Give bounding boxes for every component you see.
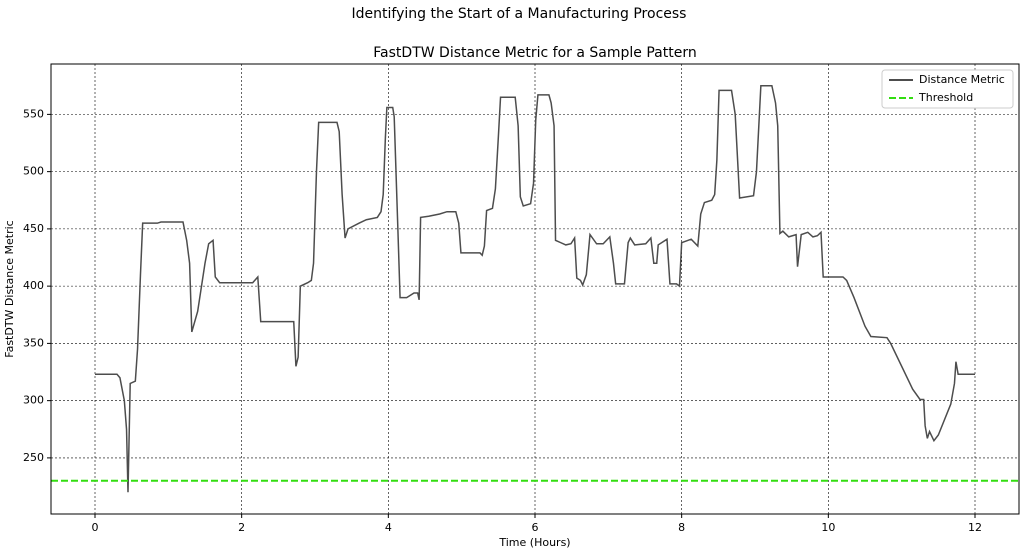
chart-title: FastDTW Distance Metric for a Sample Pat… bbox=[373, 45, 696, 61]
x-tick-label: 2 bbox=[238, 521, 245, 534]
y-tick-label: 250 bbox=[23, 451, 44, 464]
y-tick-label: 450 bbox=[23, 222, 44, 235]
x-tick-label: 12 bbox=[968, 521, 982, 534]
plot-frame bbox=[50, 63, 1020, 515]
y-tick-label: 400 bbox=[23, 279, 44, 292]
y-axis-label: FastDTW Distance Metric bbox=[3, 220, 16, 357]
legend-box bbox=[881, 69, 1014, 109]
x-tick-label: 10 bbox=[821, 521, 835, 534]
x-tick-label: 4 bbox=[385, 521, 392, 534]
suptitle: Identifying the Start of a Manufacturing… bbox=[352, 6, 687, 22]
data-line bbox=[95, 85, 975, 493]
y-tick-label: 300 bbox=[23, 394, 44, 407]
y-tick-label: 550 bbox=[23, 107, 44, 120]
legend-label: Threshold bbox=[918, 91, 973, 104]
x-tick-label: 8 bbox=[678, 521, 685, 534]
y-tick-label: 500 bbox=[23, 165, 44, 178]
legend-label: Distance Metric bbox=[919, 73, 1005, 86]
y-tick-label: 350 bbox=[23, 336, 44, 349]
x-tick-label: 0 bbox=[92, 521, 99, 534]
x-tick-label: 6 bbox=[532, 521, 539, 534]
x-axis-label: Time (Hours) bbox=[498, 536, 570, 549]
